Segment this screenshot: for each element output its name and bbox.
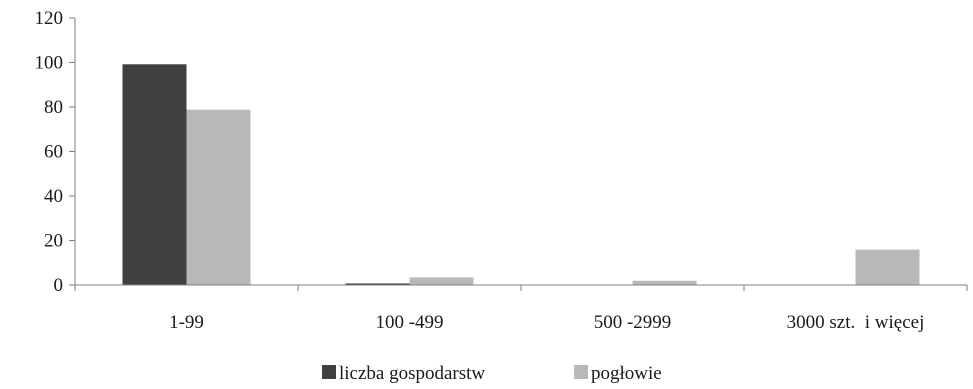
legend-swatch xyxy=(574,365,588,379)
bar-poglowie xyxy=(409,277,474,285)
bar-poglowie xyxy=(632,280,697,285)
legend-swatch xyxy=(322,365,336,379)
y-axis: 0 20 40 60 80 100 120 xyxy=(35,8,76,296)
legend-label: liczba gospodarstw xyxy=(339,363,485,384)
x-axis: 1-99 100 -499 500 -2999 3000 szt. i więcej xyxy=(74,284,968,333)
y-tick-label: 100 xyxy=(35,53,64,74)
legend-label: pogłowie xyxy=(591,363,662,384)
bar-liczba-gospodarstw xyxy=(345,283,410,285)
x-category-label: 100 -499 xyxy=(375,312,443,333)
bar-poglowie xyxy=(186,109,251,285)
y-tick-label: 20 xyxy=(44,231,63,252)
bar-liczba-gospodarstw xyxy=(122,64,187,285)
y-tick-label: 80 xyxy=(44,97,63,118)
x-category-label: 500 -2999 xyxy=(594,312,672,333)
y-tick-label: 60 xyxy=(44,142,63,163)
legend: liczba gospodarstw pogłowie xyxy=(322,363,662,384)
y-tick-label: 40 xyxy=(44,186,63,207)
bar-poglowie xyxy=(855,249,920,285)
x-category-label: 3000 szt. i więcej xyxy=(787,312,925,333)
x-category-label: 1-99 xyxy=(169,312,204,333)
y-tick-label: 120 xyxy=(35,8,64,29)
y-tick-label: 0 xyxy=(54,275,64,296)
bars xyxy=(122,64,920,285)
